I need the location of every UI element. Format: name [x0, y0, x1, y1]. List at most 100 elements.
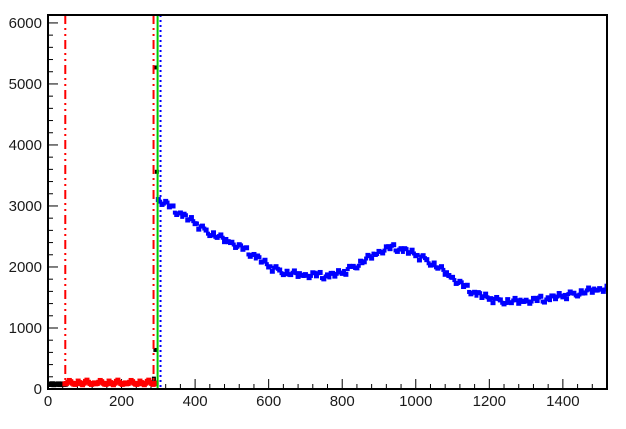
data-point — [483, 291, 489, 297]
data-point — [566, 292, 571, 297]
data-point — [316, 271, 321, 276]
data-point — [416, 257, 422, 263]
data-point — [264, 262, 269, 267]
data-point — [442, 271, 448, 277]
data-point — [529, 299, 534, 304]
data-point — [500, 300, 505, 305]
data-point — [378, 249, 383, 254]
data-point — [235, 244, 240, 249]
data-point — [393, 248, 398, 253]
data-point — [437, 265, 442, 270]
data-point — [595, 288, 600, 293]
data-point — [345, 267, 350, 272]
data-point — [313, 273, 319, 279]
data-point — [564, 296, 570, 302]
data-point — [603, 287, 607, 292]
data-point — [312, 270, 317, 275]
data-point — [581, 291, 586, 296]
data-point — [459, 280, 464, 285]
data-point — [441, 267, 446, 272]
x-axis-tick-label: 600 — [256, 393, 281, 410]
data-point — [433, 265, 438, 270]
data-point — [592, 286, 597, 291]
data-point — [224, 236, 229, 241]
data-point — [490, 300, 496, 306]
data-point — [343, 271, 349, 277]
plot-frame — [47, 14, 608, 390]
data-point — [198, 224, 203, 229]
series-layer — [48, 65, 607, 388]
y-axis-tick-label: 6000 — [9, 15, 42, 32]
data-point — [522, 299, 527, 304]
data-point — [553, 296, 559, 302]
data-point — [389, 243, 394, 248]
data-point — [584, 288, 589, 293]
data-point — [161, 201, 166, 206]
data-point — [588, 287, 593, 292]
data-point — [153, 380, 159, 386]
data-point — [536, 295, 541, 300]
data-point — [349, 264, 354, 269]
data-point — [176, 211, 181, 216]
data-point — [419, 254, 424, 259]
data-point — [205, 231, 210, 236]
data-point — [382, 248, 387, 253]
x-axis-tick-label: 1400 — [546, 393, 579, 410]
data-point — [323, 274, 328, 279]
y-axis-tick-label: 2000 — [9, 259, 42, 276]
data-point — [507, 300, 512, 305]
data-point — [404, 247, 409, 252]
data-point — [367, 254, 372, 259]
data-point — [356, 263, 361, 268]
data-point — [505, 297, 511, 303]
data-point — [375, 252, 380, 257]
data-point — [430, 263, 435, 268]
data-point — [578, 288, 584, 294]
data-point — [290, 270, 295, 275]
data-point — [547, 298, 552, 303]
data-point — [577, 292, 582, 297]
data-point — [286, 272, 291, 277]
data-point — [297, 271, 302, 276]
x-axis-tick-label: 800 — [330, 393, 355, 410]
y-axis-tick-label: 5000 — [9, 76, 42, 93]
data-point — [485, 295, 490, 300]
x-axis-tick-label: 1200 — [473, 393, 506, 410]
data-point — [514, 298, 519, 303]
data-point — [334, 271, 339, 276]
data-point — [253, 256, 258, 261]
data-point — [319, 276, 324, 281]
data-point — [228, 241, 233, 246]
data-point — [222, 239, 228, 245]
data-point — [231, 242, 236, 247]
x-axis-tick-label: 1000 — [399, 393, 432, 410]
data-point — [272, 265, 277, 270]
data-point — [452, 278, 457, 283]
data-point — [492, 296, 497, 301]
data-point — [358, 258, 364, 264]
data-point — [360, 261, 365, 266]
data-point — [489, 296, 494, 301]
data-point — [202, 226, 207, 231]
data-point — [511, 298, 516, 303]
data-point — [250, 252, 255, 257]
data-point — [470, 290, 475, 295]
x-axis-tick-label: 200 — [109, 393, 134, 410]
data-point — [386, 244, 391, 249]
data-point — [294, 271, 299, 276]
data-point — [332, 273, 338, 279]
data-point — [279, 271, 284, 276]
y-axis-tick-label: 1000 — [9, 320, 42, 337]
data-point — [213, 234, 218, 239]
data-point — [295, 273, 301, 279]
data-point — [191, 219, 196, 224]
data-point — [551, 293, 556, 298]
data-point — [570, 291, 575, 296]
data-point — [301, 274, 306, 279]
data-point — [269, 268, 275, 274]
cut-lines — [64, 15, 162, 389]
data-point — [408, 250, 413, 255]
data-point — [194, 221, 199, 226]
data-point — [474, 293, 479, 298]
data-point — [559, 293, 564, 298]
